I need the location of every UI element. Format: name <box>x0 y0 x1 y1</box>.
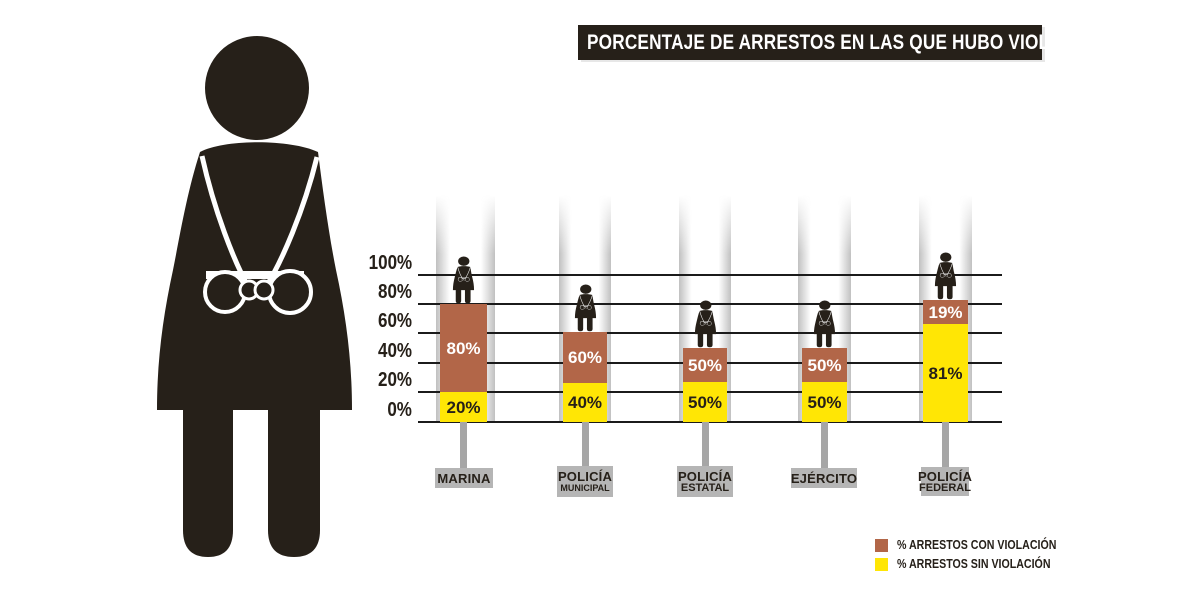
handcuffed-woman-icon <box>452 256 475 304</box>
bar-value-label-con: 50% <box>687 355 723 375</box>
category-stem <box>821 422 828 468</box>
bar-value-label-sin: 40% <box>567 393 603 412</box>
legend-swatch-con <box>875 538 888 552</box>
bar-value-label-con: 80% <box>446 338 481 358</box>
bar-segment-con: 19% <box>923 300 968 324</box>
legend: % ARRESTOS CON VIOLACIÓN % ARRESTOS SIN … <box>875 538 1085 576</box>
bar-segment-con: 50% <box>683 348 727 382</box>
bar-segment-con: 80% <box>440 304 487 392</box>
category-label-policia-municipal: POLICÍA MUNICIPAL <box>557 466 613 497</box>
y-axis-label-100: 100% <box>368 252 412 274</box>
category-stem <box>460 422 467 468</box>
bar-segment-sin: 50% <box>683 382 727 422</box>
category-stem <box>582 422 589 466</box>
category-stem <box>942 422 949 467</box>
chart-title-bar: PORCENTAJE DE ARRESTOS EN LAS QUE HUBO V… <box>578 25 1105 60</box>
legend-label-sin: % ARRESTOS SIN VIOLACIÓN <box>897 557 1051 571</box>
legend-item-con: % ARRESTOS CON VIOLACIÓN <box>875 538 1085 552</box>
gridline-100 <box>418 274 1002 276</box>
bar-segment-sin: 20% <box>440 392 487 422</box>
bar-ejercito: 50% 50% <box>802 348 847 422</box>
bar-value-label-con: 19% <box>928 302 963 322</box>
bar-segment-sin: 81% <box>923 324 968 422</box>
bar-marina: 80% 20% <box>440 304 487 422</box>
bar-value-label-con: 50% <box>807 355 842 375</box>
category-label-policia-federal: POLICÍA FEDERAL <box>917 467 973 496</box>
bar-value-label-sin: 81% <box>928 363 963 383</box>
bar-policia-municipal: 60% 40% <box>563 332 607 422</box>
category-label-policia-estatal: POLICÍA ESTATAL <box>677 466 733 497</box>
bar-policia-federal: 19% 81% <box>923 300 968 422</box>
handcuffed-woman-icon <box>574 284 597 332</box>
handcuffed-woman-icon <box>934 252 957 300</box>
bar-segment-sin: 50% <box>802 382 847 422</box>
handcuffed-woman-icon <box>813 300 836 348</box>
y-axis-label-0: 0% <box>387 399 412 421</box>
gridline-0 <box>418 421 1002 423</box>
legend-label-con: % ARRESTOS CON VIOLACIÓN <box>897 538 1057 552</box>
y-axis-label-40: 40% <box>377 340 412 362</box>
legend-swatch-sin <box>875 557 888 571</box>
bar-value-label-sin: 20% <box>446 397 481 417</box>
bar-value-label-sin: 50% <box>687 392 723 412</box>
bar-value-label-sin: 50% <box>807 392 842 412</box>
chart-title: PORCENTAJE DE ARRESTOS EN LAS QUE HUBO V… <box>587 30 1106 54</box>
bar-policia-estatal: 50% 50% <box>683 348 727 422</box>
bar-segment-con: 60% <box>563 332 607 383</box>
handcuffed-woman-icon <box>694 300 717 348</box>
bar-segment-sin: 40% <box>563 383 607 422</box>
y-axis-label-20: 20% <box>377 369 412 391</box>
y-axis-label-80: 80% <box>377 281 412 303</box>
legend-item-sin: % ARRESTOS SIN VIOLACIÓN <box>875 557 1085 571</box>
y-axis-label-60: 60% <box>377 310 412 332</box>
category-label-marina: MARINA <box>435 468 493 488</box>
category-label-ejercito: EJÉRCITO <box>791 468 857 488</box>
bar-segment-con: 50% <box>802 348 847 382</box>
category-stem <box>702 422 709 466</box>
bar-value-label-con: 60% <box>567 348 603 367</box>
